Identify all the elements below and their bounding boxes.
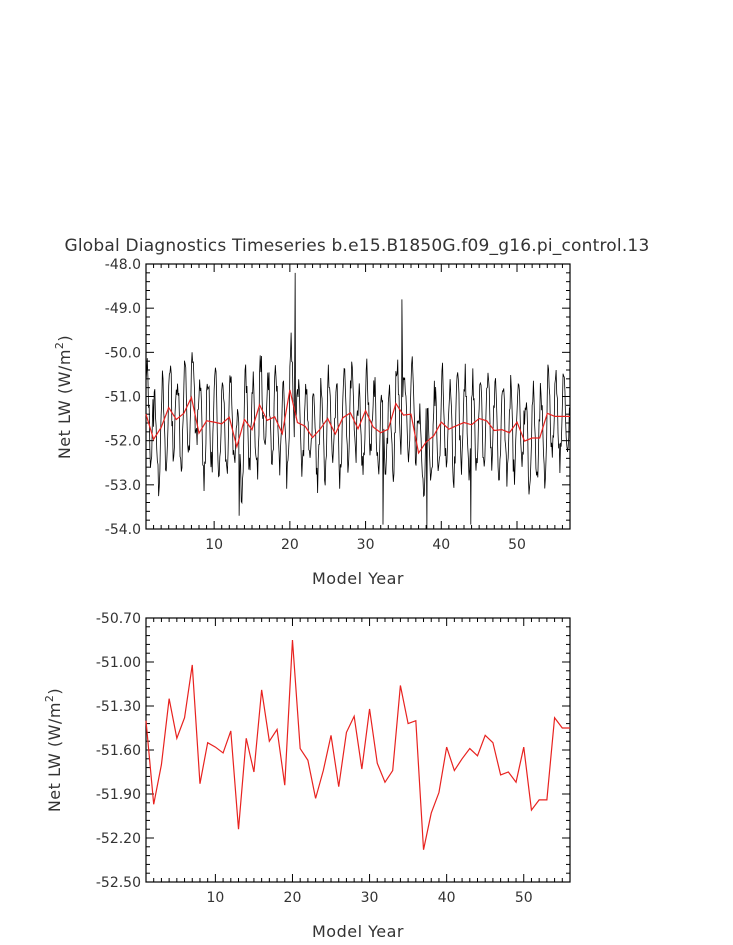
top-x-tick-label: 50 [508,537,526,553]
bottom-axis-ticks: 10 20 30 40 50 -52.50 -52.20 -51.90 -51.60 -51.30… [96,611,571,906]
top-x-tick-label: 40 [432,537,450,553]
top-annual-line [145,389,570,455]
top-y-tick-label: -52.0 [105,434,141,450]
bottom-x-tick-label: 50 [515,890,533,906]
top-y-tick-label: -48.0 [105,257,141,273]
bottom-x-tick-label: 40 [438,890,456,906]
bottom-plot-frame [145,617,571,883]
top-y-tick-label: -51.0 [105,390,141,406]
bottom-y-tick-label: -52.20 [96,831,141,847]
bottom-panel: 10 20 30 40 50 -52.50 -52.20 -51.90 -51.60 -51.30… [43,611,571,941]
chart-title: Global Diagnostics Timeseries b.e15.B185… [65,236,650,256]
top-panel: Global Diagnostics Timeseries b.e15.B185… [53,236,649,588]
bottom-x-axis-label: Model Year [312,922,404,941]
top-y-tick-label: -53.0 [105,478,141,494]
bottom-x-tick-label: 10 [206,890,224,906]
bottom-y-tick-label: -51.30 [96,699,141,715]
bottom-y-tick-label: -51.60 [96,743,141,759]
top-y-tick-label: -49.0 [105,301,141,317]
bottom-y-tick-label: -52.50 [96,875,141,891]
top-y-tick-label: -54.0 [105,522,141,538]
top-axis-ticks: 10 20 30 40 50 -54.0 -53.0 -52.0 -51.0 -50.0 -49.0… [105,257,571,553]
top-x-tick-label: 30 [357,537,375,553]
bottom-annual-series [145,639,570,850]
top-x-tick-label: 10 [205,537,223,553]
bottom-annual-line [145,639,570,850]
bottom-y-tick-label: -51.00 [96,655,141,671]
top-y-axis-label: Net LW (W/m2) [53,335,74,459]
top-monthly-series [145,272,570,530]
bottom-y-tick-label: -50.70 [96,611,141,627]
monthly-line [145,272,570,530]
bottom-y-tick-label: -51.90 [96,787,141,803]
bottom-x-tick-label: 30 [361,890,379,906]
top-annual-series [145,389,570,455]
top-x-tick-label: 20 [281,537,299,553]
top-y-tick-label: -50.0 [105,345,141,361]
bottom-y-axis-label: Net LW (W/m2) [43,688,64,812]
top-x-axis-label: Model Year [312,569,404,588]
bottom-x-tick-label: 20 [284,890,302,906]
